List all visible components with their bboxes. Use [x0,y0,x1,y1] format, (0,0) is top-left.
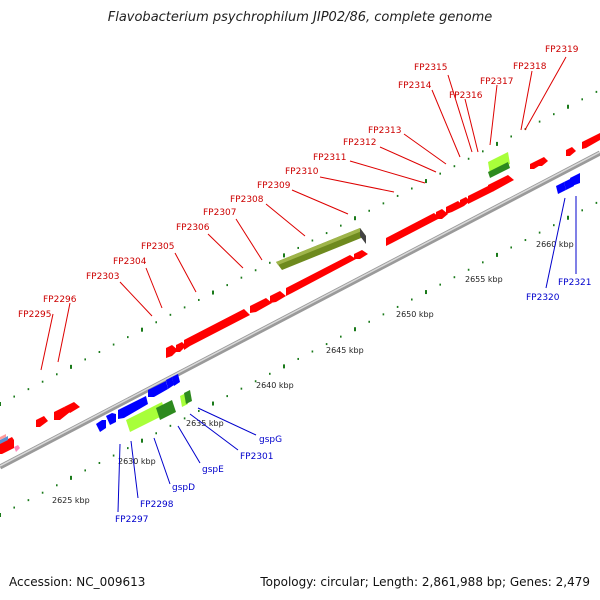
gene-label-gspg: gspG [259,435,282,445]
gene-arrow [582,133,600,149]
gene-label-fp2319: FP2319 [545,45,579,55]
gene-arrow [270,291,286,303]
rrna-block [360,228,366,244]
rrna-block [276,228,366,270]
scale-label: 2640 kbp [256,381,294,390]
gene-arrow [166,345,178,358]
gene-arrow [118,396,148,419]
gene-label-fp2307: FP2307 [203,208,237,218]
gene-arrow [0,434,6,440]
gene-label-fp2311: FP2311 [313,153,347,163]
trna-block [488,162,510,178]
accession-text: Accession: NC_009613 [9,575,146,589]
gene-arrow [556,182,566,194]
gene-arrow [354,250,368,259]
scale-label: 2650 kbp [396,310,434,319]
gene-label-fp2321: FP2321 [558,278,592,288]
gene-arrow [446,201,464,214]
gene-label-gspd: gspD [172,483,195,493]
gene-arrow [54,407,70,420]
lower-tick-track [0,201,598,517]
gene-arrow [570,173,580,186]
gene-arrow [64,402,80,413]
gene-arrow [106,413,116,425]
trna-block [488,152,510,174]
forward-genes[interactable] [0,133,600,454]
gene-label-fp2301: FP2301 [240,452,274,462]
gene-arrow [386,213,440,246]
rna-features[interactable] [126,152,510,432]
scale-label: 2635 kbp [186,419,224,428]
gene-arrow [172,374,180,386]
gene-arrow [184,309,250,350]
gene-label-fp2309: FP2309 [257,181,291,191]
gene-arrow [286,255,356,296]
gene-arrow [566,147,576,156]
gene-arrow [36,416,48,427]
gene-label-fp2315: FP2315 [414,63,448,73]
gene-label-fp2312: FP2312 [343,138,377,148]
rrna-block [276,228,362,265]
gene-arrow [0,436,8,444]
forward-gene-labels: FP2295 FP2296 FP2303 FP2304 FP2305 FP230… [18,45,579,371]
gene-label-gspe: gspE [202,465,224,475]
gene-arrow [436,209,448,219]
gene-label-fp2313: FP2313 [368,126,402,136]
gene-arrow [166,377,174,389]
gene-arrow [176,342,186,352]
gene-label-fp2305: FP2305 [141,242,175,252]
gene-label-fp2317: FP2317 [480,77,514,87]
reverse-gene-labels: FP2297 FP2298 gspD gspE FP2301 gspG FP23… [115,196,592,525]
gene-label-fp2308: FP2308 [230,195,264,205]
gene-arrow [460,197,470,206]
gene-label-fp2318: FP2318 [513,62,547,72]
reverse-genes[interactable] [96,173,580,432]
scale-label: 2625 kbp [52,496,90,505]
genome-backbone [0,150,600,470]
gene-arrow [14,445,20,452]
gene-label-fp2304: FP2304 [113,257,147,267]
gene-label-fp2298: FP2298 [140,500,174,510]
gene-label-fp2310: FP2310 [285,167,319,177]
scale-label: 2655 kbp [465,275,503,284]
gene-arrow [96,420,106,432]
genome-summary-text: Topology: circular; Length: 2,861,988 bp… [260,575,590,589]
gene-arrow [538,157,548,166]
gene-arrow [468,186,494,204]
gene-label-fp2295: FP2295 [18,310,52,320]
gene-label-fp2320: FP2320 [526,293,560,303]
gene-arrow [148,381,168,397]
gene-label-fp2316: FP2316 [449,91,483,101]
gene-arrow [250,298,272,313]
trna-block [126,402,166,432]
scale-label: 2645 kbp [326,346,364,355]
scale-label: 2630 kbp [118,457,156,466]
page-title: Flavobacterium psychrophilum JIP02/86, c… [107,10,493,25]
gene-label-fp2314: FP2314 [398,81,432,91]
gene-label-fp2306: FP2306 [176,223,210,233]
gene-label-fp2303: FP2303 [86,272,120,282]
trna-block [156,400,176,420]
gene-label-fp2297: FP2297 [115,515,149,525]
gene-arrow [488,175,514,193]
trna-block [184,390,192,404]
gene-label-fp2296: FP2296 [43,295,77,305]
